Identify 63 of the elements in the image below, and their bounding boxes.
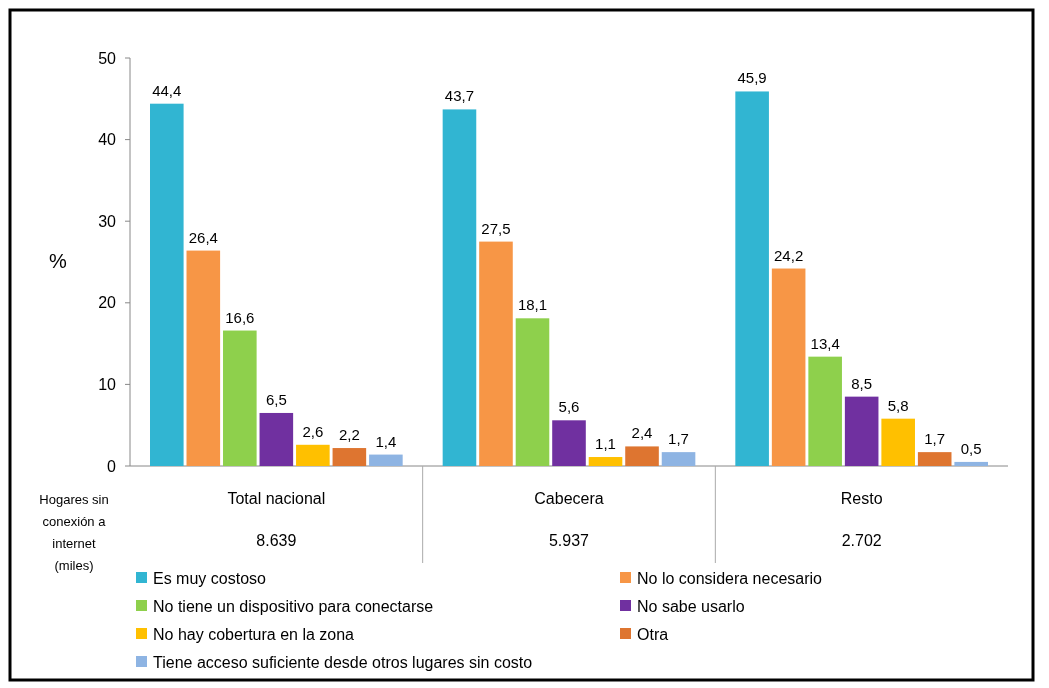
text: Hogares sin conexión a internet (miles) [39,492,109,573]
y-tick-label: 0 [107,457,117,475]
bar [771,268,806,466]
data-label: 5,6 [558,398,580,416]
data-label: 24,2 [774,246,804,264]
bar [442,109,477,466]
bar [332,448,367,466]
text: 5.937 [548,532,590,549]
y-axis-title: % [49,250,68,272]
bar [552,420,586,466]
legend-label: No lo considera necesario [637,569,823,587]
data-label: 1,7 [668,430,689,448]
bar [844,396,879,466]
bar [881,418,915,466]
x-tick-label: Total nacional [227,490,326,507]
bar [515,318,550,466]
data-label: 16,6 [225,308,255,326]
bar [625,446,659,466]
data-label: 13,4 [810,334,840,352]
legend-label: Tiene acceso suficiente desde otros lugares sin costo [153,653,533,671]
data-label: 1,1 [595,435,616,453]
data-label: 6,5 [265,390,287,408]
y-tick-label: 50 [98,49,117,67]
y-tick-label: 10 [98,376,117,393]
legend-label: No hay cobertura en la zona [153,625,355,643]
data-label: 2,6 [302,422,324,440]
data-label: 26,4 [188,228,218,246]
bar [661,452,696,466]
bar [917,452,952,466]
data-label: 2,4 [631,424,653,442]
data-label: 45,9 [737,69,767,87]
y-tick-label: 20 [98,294,117,312]
data-label: 5,8 [887,396,909,414]
data-label: 8,5 [851,374,873,392]
legend-label: Otra [637,625,669,643]
x-tick-label: Cabecera [534,490,604,507]
bar [954,461,988,466]
legend-label: No tiene un dispositivo para conectarse [153,597,434,615]
data-label: 1,4 [375,432,397,450]
bar [369,454,403,466]
data-label: 27,5 [481,219,511,237]
bar [296,444,330,466]
data-label: 43,7 [444,87,475,105]
data-label: 1,7 [924,430,946,448]
bar [150,103,184,466]
text: 8.639 [256,532,297,549]
legend-label: No sabe usarlo [637,597,745,615]
y-tick-label: 40 [98,131,117,149]
bar [479,241,513,466]
bar [223,330,257,466]
bar [259,412,294,466]
bar [186,250,221,466]
legend-label: Es muy costoso [153,569,267,587]
data-label: 18,1 [517,296,548,314]
data-label: 44,4 [152,81,182,99]
bar [735,91,769,466]
data-label: 2,2 [338,426,360,444]
data-label: 0,5 [960,439,982,457]
x-tick-label: Resto [840,490,883,507]
bar [588,457,623,466]
text: 2.702 [841,532,882,549]
bar [808,356,842,466]
y-tick-label: 30 [98,212,117,230]
